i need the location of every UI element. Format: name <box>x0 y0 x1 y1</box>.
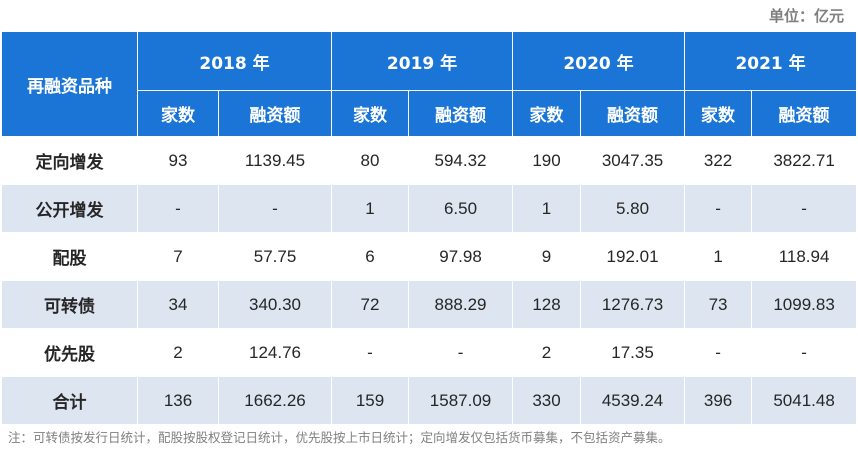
table-cell: 97.98 <box>408 232 514 281</box>
table-cell: 3822.71 <box>751 136 858 185</box>
table-cell: 57.75 <box>217 232 333 281</box>
table-cell: 1 <box>684 232 753 281</box>
row-label: 合计 <box>1 376 138 425</box>
amount-header: 融资额 <box>217 90 333 137</box>
table-cell: - <box>331 328 410 377</box>
table-cell: 2 <box>137 328 219 377</box>
table-cell: 1587.09 <box>408 376 514 425</box>
table-cell: 1139.45 <box>217 136 333 185</box>
table-cell: 9 <box>512 232 582 281</box>
year-header-2019: 2019 年 <box>331 31 514 91</box>
table-row: 配股 7 57.75 6 97.98 9 192.01 1 118.94 <box>1 232 858 281</box>
table-cell: 3047.35 <box>580 136 686 185</box>
table-cell: 322 <box>684 136 753 185</box>
amount-header: 融资额 <box>408 90 514 137</box>
table-cell: - <box>751 328 858 377</box>
row-label: 公开增发 <box>1 184 138 233</box>
year-header-2021: 2021 年 <box>684 31 858 91</box>
count-header: 家数 <box>331 90 410 137</box>
year-header-2018: 2018 年 <box>136 31 333 91</box>
count-header: 家数 <box>684 90 753 137</box>
amount-header: 融资额 <box>580 90 686 137</box>
table-cell: 190 <box>512 136 582 185</box>
table-cell: 1099.83 <box>751 280 858 329</box>
table-cell: 159 <box>331 376 410 425</box>
table-cell: 73 <box>684 280 753 329</box>
table-cell: 1 <box>512 184 582 233</box>
row-label: 定向增发 <box>1 136 138 185</box>
year-header-2020: 2020 年 <box>512 31 686 91</box>
table-cell: 5.80 <box>580 184 686 233</box>
table-cell: - <box>217 184 333 233</box>
table-cell: 80 <box>331 136 410 185</box>
row-label: 优先股 <box>1 328 138 377</box>
table-cell: 124.76 <box>217 328 333 377</box>
count-header: 家数 <box>512 90 582 137</box>
footnote: 注：可转债按发行日统计，配股按股权登记日统计，优先股按上市日统计；定向增发仅包括… <box>8 430 671 445</box>
table-row: 定向增发 93 1139.45 80 594.32 190 3047.35 32… <box>1 136 858 185</box>
table-cell: 1662.26 <box>217 376 333 425</box>
table-cell: 2 <box>512 328 582 377</box>
table-row: 可转债 34 340.30 72 888.29 128 1276.73 73 1… <box>1 280 858 329</box>
table-cell: 888.29 <box>408 280 514 329</box>
corner-header: 再融资品种 <box>1 31 138 137</box>
count-header: 家数 <box>137 90 219 137</box>
table-cell: 192.01 <box>580 232 686 281</box>
amount-header: 融资额 <box>751 90 858 137</box>
row-label: 可转债 <box>1 280 138 329</box>
table-cell: 34 <box>137 280 219 329</box>
table-row: 公开增发 - - 1 6.50 1 5.80 - - <box>1 184 858 233</box>
table-cell: 118.94 <box>751 232 858 281</box>
table-cell: 7 <box>137 232 219 281</box>
refinancing-table: 再融资品种 2018 年 2019 年 2020 年 2021 年 家数 融资额… <box>1 31 858 425</box>
table-cell: 330 <box>512 376 582 425</box>
table-cell: - <box>684 184 753 233</box>
table-cell: - <box>751 184 858 233</box>
table-cell: 136 <box>137 376 219 425</box>
row-label: 配股 <box>1 232 138 281</box>
table-cell: 72 <box>331 280 410 329</box>
table-cell: - <box>408 328 514 377</box>
table-cell: 396 <box>684 376 753 425</box>
table-cell: 1 <box>331 184 410 233</box>
table-cell: - <box>684 328 753 377</box>
table-row-total: 合计 136 1662.26 159 1587.09 330 4539.24 3… <box>1 376 858 425</box>
table-cell: 1276.73 <box>580 280 686 329</box>
table-cell: 594.32 <box>408 136 514 185</box>
table-cell: 17.35 <box>580 328 686 377</box>
table-cell: 6 <box>331 232 410 281</box>
table-cell: 93 <box>137 136 219 185</box>
table-cell: 6.50 <box>408 184 514 233</box>
table-cell: 5041.48 <box>751 376 858 425</box>
table-row: 优先股 2 124.76 - - 2 17.35 - - <box>1 328 858 377</box>
table-cell: 128 <box>512 280 582 329</box>
table-cell: - <box>137 184 219 233</box>
table-cell: 340.30 <box>217 280 333 329</box>
table-cell: 4539.24 <box>580 376 686 425</box>
unit-label: 单位：亿元 <box>768 7 844 25</box>
